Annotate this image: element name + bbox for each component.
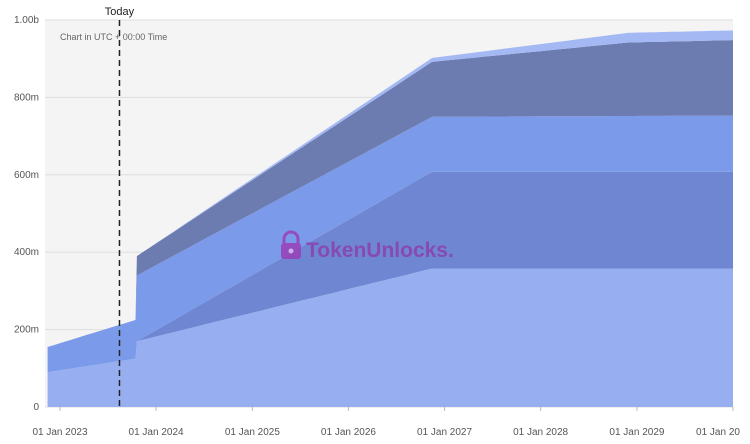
lock-icon <box>281 230 301 259</box>
x-tick-label: 01 Jan 20 <box>696 427 740 438</box>
watermark-logo: TokenUnlocks. <box>281 230 454 262</box>
y-axis-ticks: 0 200m 400m 600m 800m 1.00b <box>14 15 39 413</box>
x-tick-label: 01 Jan 2024 <box>129 427 184 438</box>
x-axis-ticks: 01 Jan 2023 01 Jan 2024 01 Jan 2025 01 Jan … <box>32 407 740 438</box>
today-label: Today <box>105 6 135 18</box>
series-area-2[interactable] <box>47 171 734 373</box>
series-area-3[interactable] <box>47 115 734 373</box>
y-tick-label: 400m <box>14 247 39 258</box>
y-tick-label: 200m <box>14 325 39 336</box>
watermark-text: TokenUnlocks. <box>306 239 454 262</box>
y-tick-label: 800m <box>14 92 39 103</box>
x-tick-label: 01 Jan 2023 <box>32 427 87 438</box>
series-areas <box>47 30 734 408</box>
timezone-note: Chart in UTC + 00:00 Time <box>60 32 167 42</box>
y-tick-label: 600m <box>14 170 39 181</box>
x-tick-label: 01 Jan 2028 <box>513 427 568 438</box>
series-area-4[interactable] <box>47 40 734 347</box>
x-tick-label: 01 Jan 2025 <box>225 427 280 438</box>
x-tick-label: 01 Jan 2029 <box>609 427 664 438</box>
x-tick-label: 01 Jan 2026 <box>321 427 376 438</box>
series-area-1[interactable] <box>47 268 734 408</box>
x-tick-label: 01 Jan 2027 <box>417 427 472 438</box>
y-tick-label: 1.00b <box>14 15 39 26</box>
y-tick-label: 0 <box>33 402 39 413</box>
